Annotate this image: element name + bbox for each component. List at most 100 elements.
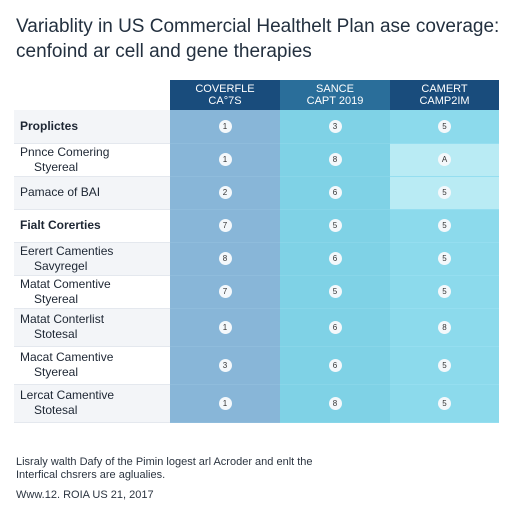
header-line: CA°7S [208,95,242,107]
table-cell: 8 [390,308,499,347]
table-row: Pamace of BAI 2 6 5 [14,176,499,210]
table-cell: 5 [390,275,499,309]
footnote-line: Interfical chsrers are aglualies. [16,469,166,481]
table-cell: 5 [390,242,499,276]
header-line: CAMP2IM [419,95,470,107]
row-label-line: Matat Conterlist [20,312,105,326]
row-label: Pamace of BAI [14,176,170,210]
cell-badge: 8 [328,396,342,410]
footnote-line: Lisraly walth Dafy of the Pimin logest a… [16,456,313,468]
row-label: Lercat Camentive Stotesal [14,384,170,423]
table-cell: 1 [170,384,280,423]
table-cell: 5 [390,110,499,144]
cell-badge: 1 [218,320,232,334]
cell-badge: 8 [438,320,451,334]
row-label: Fialt Corerties [14,209,170,243]
header-blank [14,80,170,110]
table-cell: 5 [390,209,499,243]
column-header: COVERFLE CA°7S [170,80,280,110]
table-row: Proplictes 1 3 5 [14,110,499,144]
title: Variablity in US Commercial Healthelt Pl… [16,14,499,64]
row-label-line: Stotesal [34,403,78,417]
table-cell: 8 [280,384,390,423]
row-label-line: Fialt Corerties [20,218,101,232]
row-label-line: Styereal [34,159,79,174]
row-label-line: Pamace of BAI [20,185,101,199]
row-label-line: Styereal [34,365,79,379]
cell-badge: 8 [218,252,232,265]
row-label-line: Styereal [34,291,79,306]
table-cell: A [390,143,499,177]
cell-badge: 7 [218,285,232,298]
table-cell: 7 [170,209,280,243]
table-row: Macat Camentive Styereal 3 6 5 [14,346,499,385]
table-cell: 6 [280,308,390,347]
footnote: Lisraly walth Dafy of the Pimin logest a… [16,456,313,482]
cell-badge: 5 [438,285,451,298]
cell-badge: 8 [328,153,342,166]
row-label-line: Pnnce Comering [20,144,110,159]
table-cell: 5 [280,209,390,243]
cell-badge: 5 [438,119,451,133]
cell-badge: 1 [218,119,232,133]
cell-badge: 5 [328,219,342,232]
row-label: Pnnce Comering Styereal [14,143,170,177]
cell-badge: 6 [328,358,342,372]
row-label-line: Eerert Camenties [20,243,114,258]
table-cell: 5 [390,176,499,210]
cell-badge: 1 [218,396,232,410]
column-header: CAMERT CAMP2IM [390,80,499,110]
row-label-line: Stotesal [34,327,78,341]
table-cell: 1 [170,308,280,347]
cell-badge: 5 [438,252,451,265]
table-row: Matat Comentive Styereal 7 5 5 [14,275,499,309]
row-label-line: Proplictes [20,118,79,133]
table-row: Lercat Camentive Stotesal 1 8 5 [14,384,499,423]
cell-badge: 5 [438,186,451,199]
cell-badge: 6 [328,320,342,334]
header-line: COVERFLE [195,83,255,95]
row-label: Macat Camentive Styereal [14,346,170,385]
table-cell: 7 [170,275,280,309]
header-line: CAPT 2019 [306,95,364,107]
table-cell: 8 [280,143,390,177]
row-label-line: Lercat Camentive [20,388,115,402]
cell-badge: 3 [218,358,232,372]
table-row: Pnnce Comering Styereal 1 8 A [14,143,499,177]
cell-badge: 7 [218,219,232,232]
table-cell: 6 [280,242,390,276]
table-row: Matat Conterlist Stotesal 1 6 8 [14,308,499,347]
row-label-line: Macat Camentive [20,350,114,364]
row-label-line: Savyregel [34,258,88,273]
title-line: Variablity in US Commercial Healthelt Pl… [16,16,500,37]
row-label: Eerert Camenties Savyregel [14,242,170,276]
row-label: Matat Conterlist Stotesal [14,308,170,347]
cell-badge: 2 [218,186,232,199]
table-cell: 1 [170,143,280,177]
row-label: Matat Comentive Styereal [14,275,170,309]
header-line: CAMERT [421,83,468,95]
table-cell: 8 [170,242,280,276]
table-cell: 6 [280,346,390,385]
table-body: Proplictes 1 3 5 Pnnce Comering Styereal 1 8 A Pa… [14,110,499,423]
cell-badge: 5 [438,396,451,410]
row-label: Proplictes [14,110,170,144]
table-cell: 3 [170,346,280,385]
table-row: Eerert Camenties Savyregel 8 6 5 [14,242,499,276]
row-label-line: Matat Comentive [20,276,111,291]
cell-badge: 1 [218,153,232,166]
header-line: SANCE [316,83,354,95]
source: Www.12. ROIA US 21, 2017 [16,489,154,501]
table-row: Fialt Corerties 7 5 5 [14,209,499,243]
cell-badge: 6 [328,252,342,265]
column-header: SANCE CAPT 2019 [280,80,390,110]
cell-badge: 6 [328,186,342,199]
cell-badge: 3 [328,119,342,133]
table-cell: 5 [280,275,390,309]
header-row: COVERFLE CA°7S SANCE CAPT 2019 CAMERT CAMP2IM [14,80,499,110]
table-cell: 6 [280,176,390,210]
title-line: cenfoind ar cell and gene therapies [16,41,312,62]
table-cell: 2 [170,176,280,210]
table-cell: 5 [390,384,499,423]
